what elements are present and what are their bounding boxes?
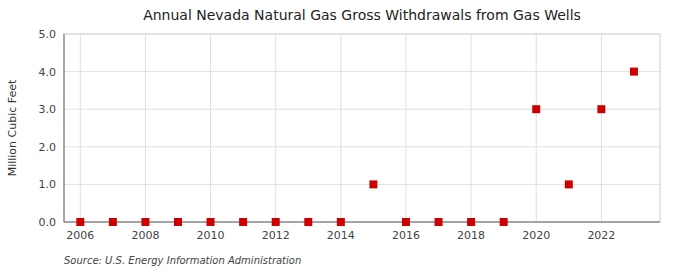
grid (64, 34, 660, 222)
data-point (500, 218, 508, 226)
x-grid-line (145, 34, 146, 222)
chart: Annual Nevada Natural Gas Gross Withdraw… (0, 0, 675, 275)
x-tick-label: 2022 (587, 229, 615, 242)
data-point (565, 180, 573, 188)
y-tick-label: 4.0 (39, 66, 57, 79)
y-tick-label: 5.0 (39, 28, 57, 41)
x-grid-line (471, 34, 472, 222)
points (76, 68, 638, 226)
data-point (630, 68, 638, 76)
y-grid-line (64, 222, 660, 223)
background (0, 0, 675, 275)
y-grid-line (64, 34, 660, 35)
data-point (239, 218, 247, 226)
data-point (109, 218, 117, 226)
axes: 0.0 1.0 2.0 3.0 4.0 5.0 2006 2008 2010 2012 2014 20… (39, 28, 661, 242)
data-point (76, 218, 84, 226)
data-point (141, 218, 149, 226)
x-axis-line (64, 222, 660, 223)
data-point (435, 218, 443, 226)
x-tick-label: 2016 (392, 229, 420, 242)
title: Annual Nevada Natural Gas Gross Withdraw… (143, 7, 581, 23)
x-grid-line (601, 34, 602, 222)
y-tick-label: 1.0 (39, 178, 57, 191)
y-tick-label: 2.0 (39, 141, 57, 154)
data-point (337, 218, 345, 226)
x-grid-line (210, 34, 211, 222)
x-tick-label: 2012 (262, 229, 290, 242)
data-point (272, 218, 280, 226)
y-grid-line (64, 71, 660, 72)
data-point (597, 105, 605, 113)
x-tick-label: 2008 (131, 229, 159, 242)
data-point (402, 218, 410, 226)
x-grid-line (340, 34, 341, 222)
data-point (467, 218, 475, 226)
x-tick-label: 2010 (197, 229, 225, 242)
source-note: Source: U.S. Energy Information Administ… (64, 255, 301, 266)
x-grid-line (80, 34, 81, 222)
data-point (174, 218, 182, 226)
x-tick-label: 2018 (457, 229, 485, 242)
plot-frame (64, 34, 660, 222)
data-point (207, 218, 215, 226)
y-axis-line (64, 34, 65, 222)
y-grid-line (64, 146, 660, 147)
y-axis-label: Million Cubic Feet (6, 79, 19, 176)
data-point (532, 105, 540, 113)
x-grid-line (536, 34, 537, 222)
x-tick-label: 2006 (66, 229, 94, 242)
y-tick-label: 3.0 (39, 103, 57, 116)
y-tick-label: 0.0 (39, 216, 57, 229)
x-tick-label: 2020 (522, 229, 550, 242)
data-point (304, 218, 312, 226)
data-point (369, 180, 377, 188)
x-tick-label: 2014 (327, 229, 355, 242)
y-grid-line (64, 109, 660, 110)
x-grid-line (275, 34, 276, 222)
x-grid-line (405, 34, 406, 222)
